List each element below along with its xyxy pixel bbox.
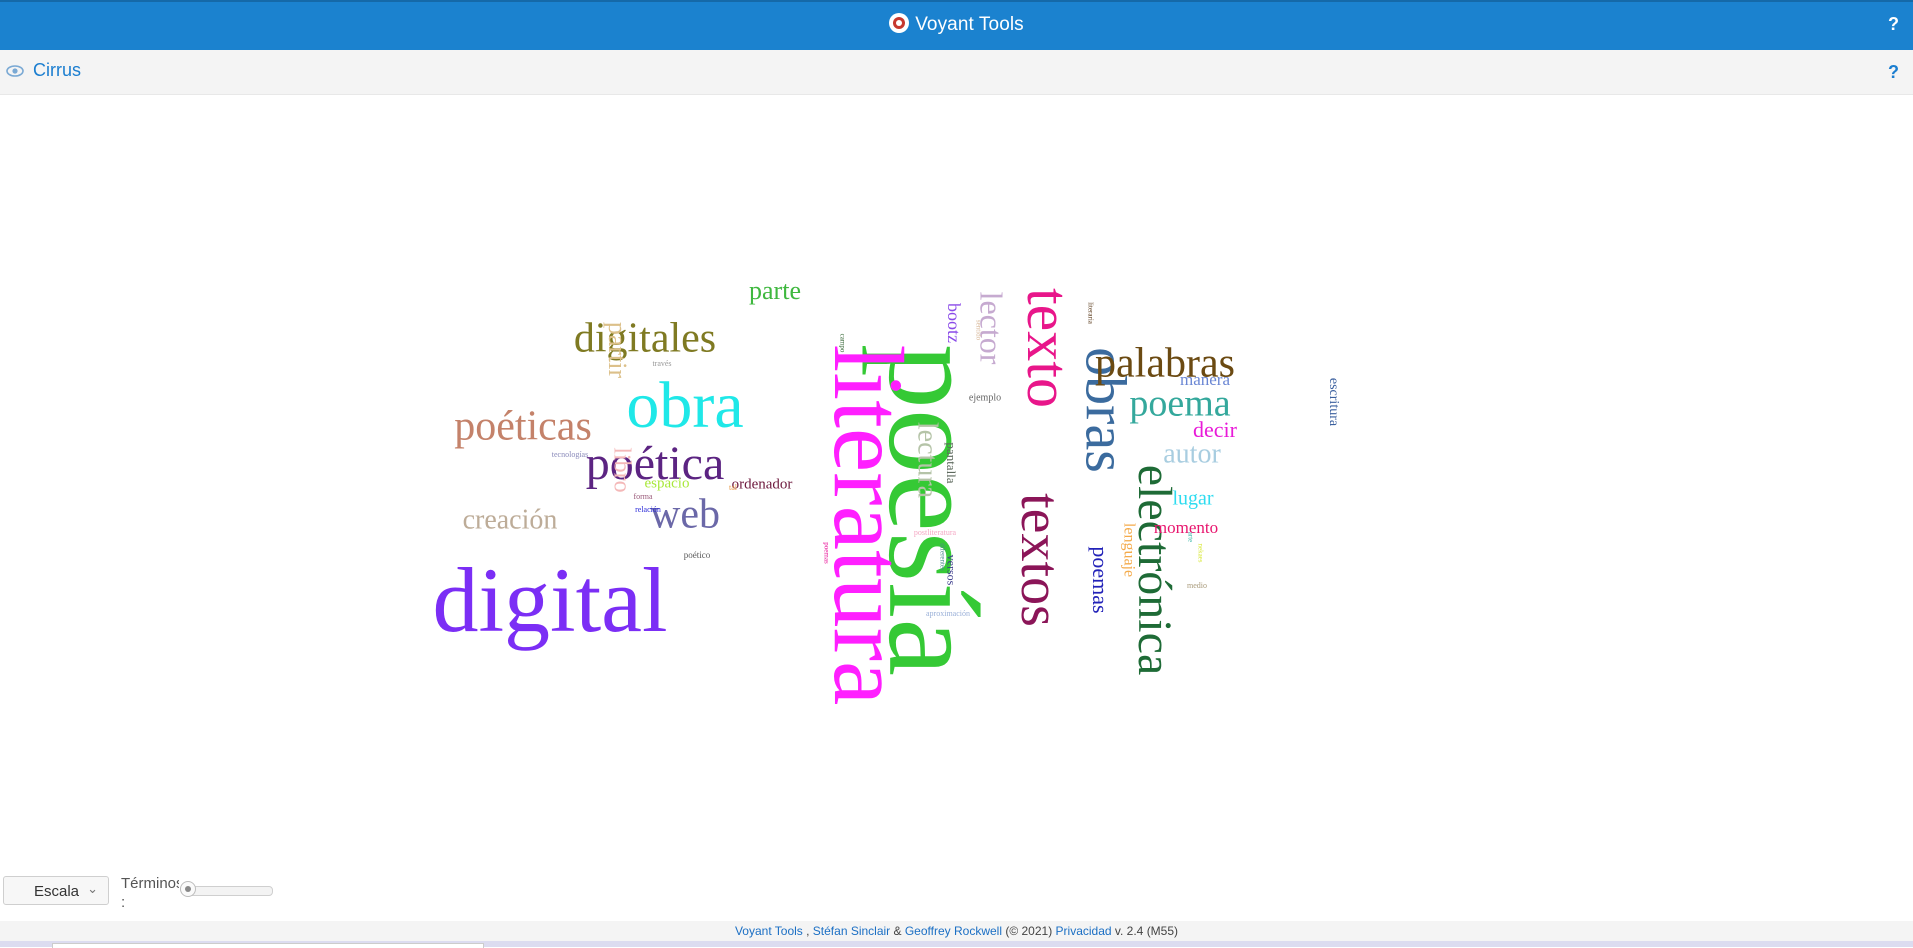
cloud-word[interactable]: textos [1009, 493, 1071, 627]
cloud-word[interactable]: creación [463, 504, 558, 535]
cloud-word[interactable]: lenguaje [1120, 523, 1137, 577]
cloud-word[interactable]: web [650, 492, 720, 538]
cloud-word[interactable]: electrónica [1128, 465, 1181, 676]
cloud-word[interactable]: tecnologías [552, 450, 588, 459]
cloud-word[interactable]: obras [1074, 347, 1139, 473]
bottom-tab [52, 943, 484, 948]
cloud-word[interactable]: bootz [944, 303, 964, 343]
footer-sep: , [802, 924, 813, 938]
bottom-strip [0, 941, 1913, 948]
cloud-word[interactable]: arte [1186, 532, 1194, 543]
cloud-word[interactable]: relación [635, 505, 661, 514]
cloud-word[interactable]: digital [432, 549, 667, 651]
cloud-word[interactable]: momento [1154, 518, 1218, 537]
scale-dropdown[interactable]: Escala ⌄ [3, 876, 109, 905]
footer-amp: & [890, 924, 905, 938]
cloud-word[interactable]: decir [1193, 417, 1238, 442]
cloud-word[interactable]: espacio [645, 475, 690, 491]
cloud-word[interactable]: poemas [1088, 546, 1113, 613]
cloud-word[interactable]: palabras [1095, 341, 1235, 387]
cloud-word[interactable]: partir [603, 322, 632, 379]
app-brand[interactable]: Voyant Tools [0, 13, 1913, 36]
cloud-word[interactable]: autor [1163, 438, 1221, 469]
cloud-word[interactable]: digitales [574, 316, 716, 362]
terms-slider-track[interactable] [183, 886, 273, 896]
cloud-word[interactable]: medio [1187, 581, 1207, 590]
app-title: Voyant Tools [915, 14, 1024, 35]
cloud-word[interactable]: tal [729, 483, 738, 492]
cloud-word[interactable]: escritura [1326, 378, 1341, 427]
panel-help-button[interactable]: ? [1888, 62, 1899, 82]
cloud-word[interactable]: literatura [813, 345, 924, 706]
footer-voyant-link[interactable]: Voyant Tools [734, 924, 803, 938]
cloud-word[interactable]: poética [586, 437, 725, 490]
terms-colon: : [121, 894, 126, 911]
panel-title[interactable]: Cirrus [33, 60, 81, 80]
cloud-word[interactable]: poéticas [454, 404, 592, 450]
cloud-word[interactable]: sentido [974, 320, 982, 341]
scale-label: Escala [34, 883, 80, 900]
cloud-word[interactable]: literaria [1086, 302, 1094, 325]
cloud-word[interactable]: poético [684, 550, 711, 560]
cloud-word[interactable]: poema [1129, 383, 1230, 425]
cloud-word[interactable]: campo [838, 334, 846, 353]
cloud-word[interactable]: obra [626, 369, 743, 442]
footer-version: v. 2.4 (M55) [1111, 924, 1179, 938]
terms-slider-thumb[interactable] [180, 881, 196, 897]
footer-year: (© 2021) [1002, 924, 1056, 938]
cloud-word[interactable]: través [652, 359, 671, 368]
terms-label: Términos [121, 875, 179, 892]
eye-icon [6, 65, 24, 77]
cloud-word[interactable]: diferentes [938, 543, 946, 571]
cloud-word[interactable]: pantalla [944, 442, 959, 483]
cloud-word[interactable]: manera [1180, 370, 1230, 389]
cloud-word[interactable]: lugar [1172, 488, 1213, 510]
cloud-word[interactable]: poesía [861, 344, 1005, 676]
cloud-word[interactable]: lectura [912, 422, 943, 499]
voyant-logo-icon [889, 13, 910, 33]
cloud-word[interactable]: nekaes [1196, 543, 1204, 562]
cloud-word[interactable]: parte [749, 276, 801, 305]
app-header: Voyant Tools ? [0, 0, 1913, 50]
cloud-word[interactable]: texto [1015, 288, 1081, 408]
chevron-down-icon: ⌄ [87, 881, 98, 896]
footer-privacy-link[interactable]: Privacidad [1055, 924, 1112, 938]
cloud-controls: Escala ⌄ Términos : [0, 872, 1913, 922]
cloud-word[interactable]: postliteratura [914, 528, 957, 537]
cloud-word[interactable]: ejemplo [969, 392, 1001, 403]
footer-rockwell-link[interactable]: Geoffrey Rockwell [904, 924, 1002, 938]
footer: Voyant Tools , Stéfan Sinclair & Geoffre… [0, 921, 1913, 941]
cloud-word[interactable]: lector [974, 292, 1010, 365]
panel-header: Cirrus ? [0, 50, 1913, 95]
cloud-word[interactable]: versos [944, 555, 958, 586]
app-help-button[interactable]: ? [1888, 14, 1899, 34]
cloud-word[interactable]: poemas [822, 542, 830, 564]
footer-sinclair-link[interactable]: Stéfan Sinclair [812, 924, 891, 938]
cloud-word[interactable]: ordenador [732, 476, 793, 492]
cloud-word[interactable]: aproximación [926, 609, 970, 618]
cloud-word[interactable]: forma [633, 492, 653, 501]
cloud-word[interactable]: libro [608, 447, 634, 492]
